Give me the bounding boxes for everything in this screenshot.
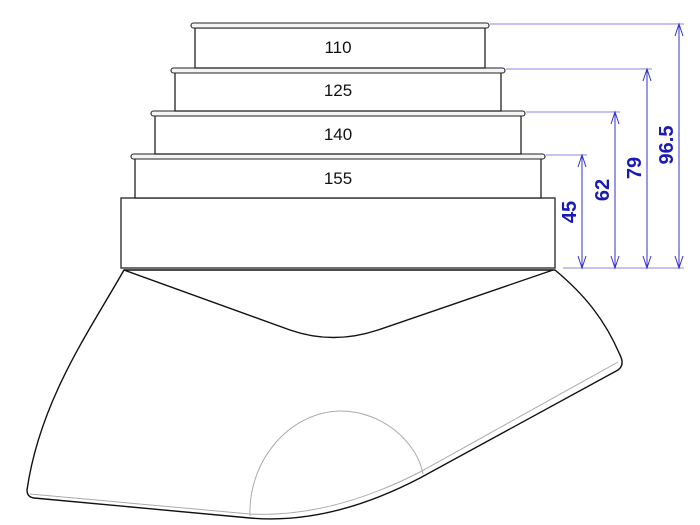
dimension-79: 79 xyxy=(624,67,652,270)
dimension-62: 62 xyxy=(592,110,620,270)
tier-125: 125 xyxy=(170,67,506,112)
dimension-96-5: 96.5 xyxy=(656,22,684,270)
svg-text:79: 79 xyxy=(624,157,646,179)
tier-label: 140 xyxy=(324,125,352,144)
tier-140: 140 xyxy=(150,110,526,155)
dimension-45: 45 xyxy=(559,153,587,270)
opening-arc xyxy=(249,410,424,517)
tier-155: 155 xyxy=(130,153,546,199)
tier-label: 110 xyxy=(324,38,351,57)
svg-text:45: 45 xyxy=(559,201,581,223)
tier-label: 155 xyxy=(324,169,352,188)
svg-text:62: 62 xyxy=(592,179,614,201)
svg-text:96.5: 96.5 xyxy=(656,126,678,165)
tier-110: 110 xyxy=(190,22,490,69)
boot-body xyxy=(26,269,623,520)
tier-label: 125 xyxy=(324,81,352,100)
base-collar xyxy=(120,197,556,269)
